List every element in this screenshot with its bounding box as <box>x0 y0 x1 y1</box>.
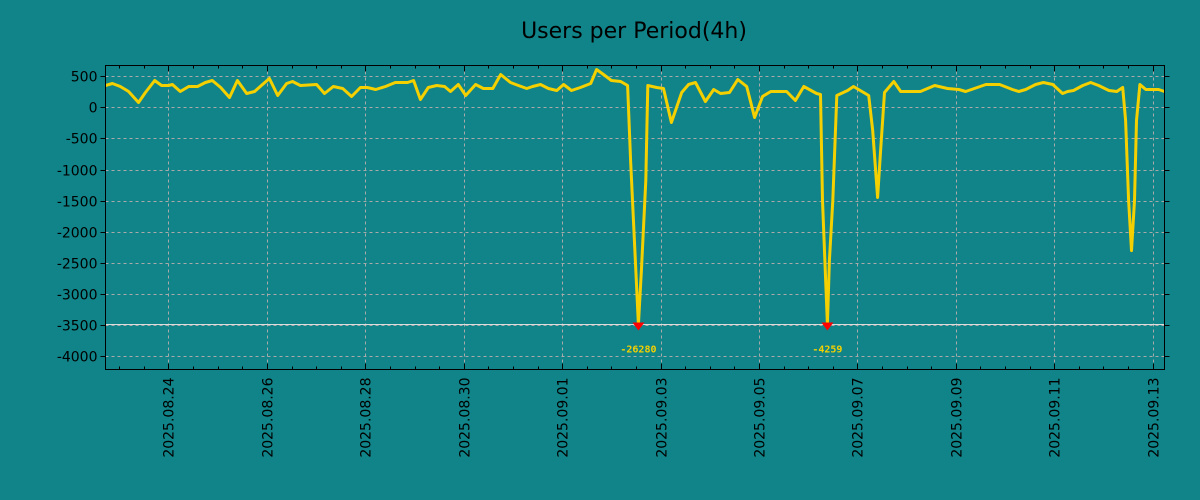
users-line <box>105 68 1165 326</box>
x-tick-label: 2025.08.30 <box>458 378 474 458</box>
y-tick-label: -2000 <box>57 226 98 242</box>
x-tick-label: 2025.09.07 <box>851 378 867 458</box>
axes: 500 0 -500 -1000 -1500 -2000 -2500 -3000 -3500 -4… <box>57 65 1170 458</box>
clipped-min-marker <box>632 322 645 331</box>
y-tick-label: -2500 <box>57 257 98 273</box>
y-tick-label: -3000 <box>57 288 98 304</box>
chart-title: Users per Period(4h) <box>521 19 747 44</box>
x-tick-label: 2025.09.05 <box>753 378 769 458</box>
y-tick-label: -1000 <box>57 164 98 180</box>
x-tick-label: 2025.09.11 <box>1048 378 1064 458</box>
x-tick-label: 2025.09.01 <box>556 378 572 458</box>
x-tick-label: 2025.09.03 <box>655 378 671 458</box>
y-tick-label: 0 <box>89 101 98 117</box>
annotation-group: -26280 -4259 <box>620 322 842 356</box>
x-tick-label: 2025.08.24 <box>162 377 178 457</box>
y-tick-label: 500 <box>71 70 98 86</box>
y-tick-label: -4000 <box>57 350 98 366</box>
y-tick-label: -1500 <box>57 195 98 211</box>
x-tick-label: 2025.08.26 <box>261 377 277 457</box>
clipped-min-marker <box>821 322 834 331</box>
series-group <box>105 68 1165 326</box>
y-tick-label: -500 <box>66 132 98 148</box>
x-tick-label: 2025.09.09 <box>950 378 966 458</box>
x-tick-label: 2025.08.28 <box>359 378 375 458</box>
plot-frame <box>105 65 1165 370</box>
y-tick-label: -3500 <box>57 319 98 335</box>
min-value-label: -26280 <box>620 345 656 356</box>
x-tick-label: 2025.09.13 <box>1147 378 1163 458</box>
min-value-label: -4259 <box>812 345 842 356</box>
